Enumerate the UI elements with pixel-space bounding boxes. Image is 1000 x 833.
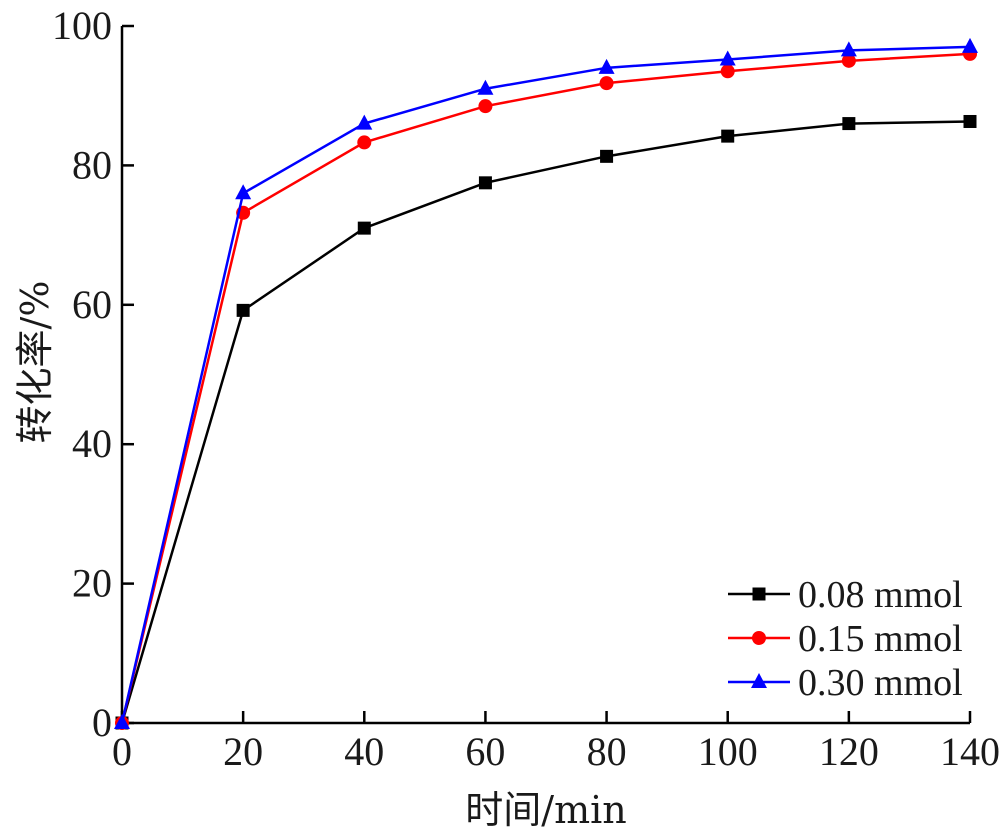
y-tick-label: 60 xyxy=(72,282,112,327)
data-point xyxy=(720,64,735,79)
data-point xyxy=(357,135,372,150)
legend-marker xyxy=(752,631,766,645)
y-tick-label: 0 xyxy=(92,700,112,745)
x-tick-label: 80 xyxy=(587,729,627,774)
data-point xyxy=(963,114,977,128)
x-axis-title: 时间/min xyxy=(465,788,626,832)
data-point xyxy=(841,53,856,68)
data-point xyxy=(721,129,735,143)
data-point xyxy=(599,76,614,91)
x-tick-label: 0 xyxy=(112,729,132,774)
data-point xyxy=(478,176,492,190)
data-point xyxy=(600,149,614,163)
x-tick-label: 120 xyxy=(819,729,879,774)
x-tick-label: 140 xyxy=(940,729,1000,774)
data-point xyxy=(840,41,857,57)
y-tick-label: 20 xyxy=(72,561,112,606)
x-tick-label: 20 xyxy=(223,729,263,774)
data-point xyxy=(962,37,978,53)
data-point xyxy=(842,117,856,131)
legend-label: 0.15 mmol xyxy=(798,618,963,660)
data-point xyxy=(356,114,373,130)
data-point xyxy=(477,79,494,95)
legend-marker xyxy=(752,587,766,601)
y-tick-label: 80 xyxy=(72,142,112,187)
series-3 xyxy=(114,37,978,729)
data-point xyxy=(235,184,252,200)
y-axis-title: 转化率/% xyxy=(13,281,57,444)
legend-marker xyxy=(751,673,767,688)
legend-item: 0.30 mmol xyxy=(728,662,963,704)
series-layer xyxy=(114,37,978,730)
legend-label: 0.08 mmol xyxy=(798,574,963,616)
axes xyxy=(120,26,970,725)
data-point xyxy=(236,303,250,317)
data-point xyxy=(114,714,130,729)
data-point xyxy=(357,221,371,235)
data-point xyxy=(719,50,736,66)
series-1 xyxy=(115,114,977,730)
legend-item: 0.08 mmol xyxy=(728,574,963,616)
x-tick-label: 100 xyxy=(698,729,758,774)
data-point xyxy=(478,99,493,114)
legend-item: 0.15 mmol xyxy=(728,618,963,660)
legend-label: 0.30 mmol xyxy=(798,662,963,704)
ticks: 0 20 40 60 80 100 120 140 0 20 40 60 80 100 xyxy=(52,3,1000,774)
y-tick-label: 40 xyxy=(72,421,112,466)
series-line xyxy=(120,45,971,724)
series-line xyxy=(120,120,971,724)
x-tick-label: 40 xyxy=(344,729,384,774)
y-tick-label: 100 xyxy=(52,3,112,48)
data-point xyxy=(598,58,615,74)
series-line xyxy=(120,52,971,724)
x-tick-label: 60 xyxy=(465,729,505,774)
series-2 xyxy=(115,46,977,730)
